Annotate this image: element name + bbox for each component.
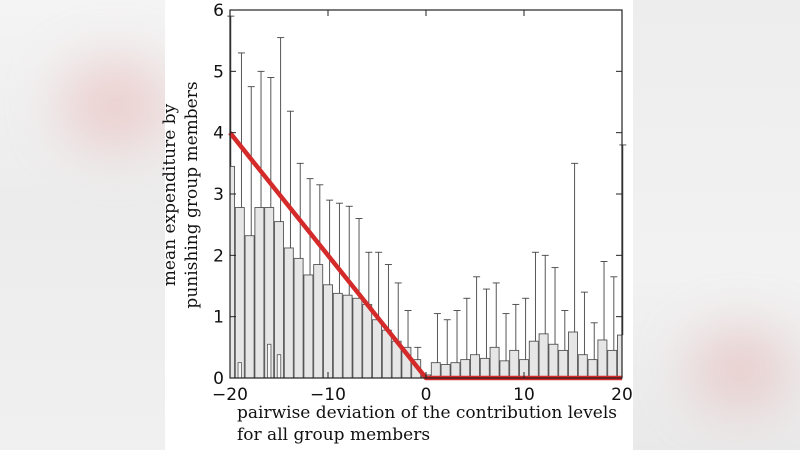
bar	[470, 354, 480, 379]
bar	[372, 319, 382, 379]
bar	[362, 303, 373, 379]
bar	[283, 247, 294, 379]
bar	[254, 207, 265, 379]
backdrop-blur-blob	[690, 330, 790, 410]
bar	[234, 207, 245, 379]
bar	[509, 349, 520, 379]
bar	[460, 359, 471, 379]
bar	[528, 340, 539, 379]
bar	[332, 292, 343, 379]
inner-bar	[276, 354, 282, 379]
y-tick-label: 4	[213, 124, 224, 144]
bar	[303, 274, 314, 379]
bar	[352, 297, 363, 379]
bar	[450, 362, 461, 379]
bar	[244, 235, 255, 379]
backdrop-blur-blob	[60, 60, 170, 150]
x-axis-label: for all group members	[237, 425, 430, 445]
bar	[577, 354, 588, 379]
bar	[558, 349, 569, 379]
error-bars-group	[227, 15, 627, 365]
y-tick-label: 3	[213, 185, 224, 205]
bar	[587, 359, 598, 379]
x-tick-label: 10	[513, 385, 535, 405]
y-axis-label: mean expenditure by	[160, 103, 180, 286]
bar	[607, 349, 618, 379]
bar	[430, 362, 441, 379]
bar-chart: 0 1 2 3 4 5 6 −20 −10 0 10 20 pairwise deviation of…	[160, 1, 633, 445]
bar	[293, 257, 304, 379]
bar	[229, 165, 235, 379]
x-tick-label: −20	[212, 385, 248, 405]
y-tick-label: 5	[213, 62, 224, 82]
x-axis-label: pairwise deviation of the contribution l…	[237, 403, 617, 423]
bar	[538, 333, 549, 379]
axis-labels-group: pairwise deviation of the contribution l…	[160, 81, 617, 445]
bar	[499, 360, 510, 379]
bar	[313, 264, 324, 379]
y-tick-label: 6	[213, 1, 224, 21]
bar	[381, 329, 392, 379]
bar	[548, 343, 559, 379]
bar	[568, 331, 578, 379]
x-tick-label: −10	[310, 385, 346, 405]
y-tick-label: 2	[213, 246, 224, 266]
bar	[479, 357, 490, 379]
chart-card: 0 1 2 3 4 5 6 −20 −10 0 10 20 pairwise deviation of…	[160, 0, 633, 450]
bar	[489, 346, 500, 379]
x-tick-label: 0	[421, 385, 432, 405]
inner-bar	[237, 362, 242, 379]
bar	[323, 284, 333, 379]
y-tick-label: 1	[213, 308, 224, 328]
bar	[617, 334, 623, 379]
bar	[597, 339, 608, 379]
x-tick-label: 20	[611, 385, 633, 405]
inner-bar	[267, 343, 272, 379]
y-axis-label: punishing group members	[182, 81, 202, 308]
axes-group: 0 1 2 3 4 5 6 −20 −10 0 10 20	[212, 1, 633, 405]
y-tick-label: 0	[213, 369, 224, 389]
bar	[342, 294, 353, 379]
